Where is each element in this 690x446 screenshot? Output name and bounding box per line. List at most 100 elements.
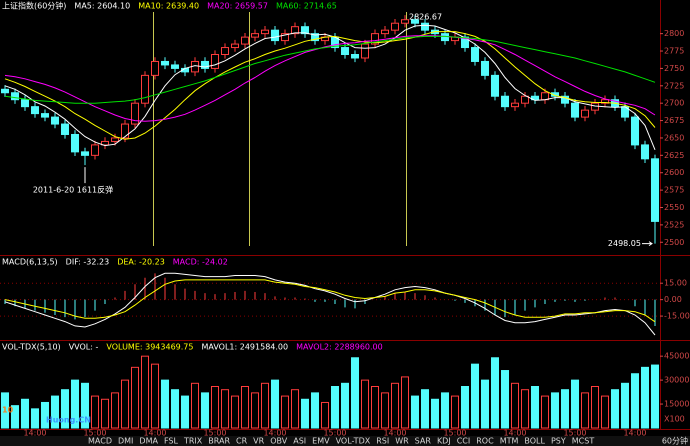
volume-bar: [231, 395, 239, 429]
volume-bar: [311, 392, 319, 429]
panel-reading: MA10: 2639.40: [138, 2, 199, 11]
candle-body: [391, 22, 399, 31]
volume-bar: [121, 379, 129, 429]
indicator-tab[interactable]: OBV: [270, 437, 288, 446]
volume-bar: [401, 376, 409, 429]
candle-body: [601, 99, 609, 104]
volume-bar: [131, 366, 139, 429]
volume-bar: [501, 370, 509, 429]
candle-body: [131, 102, 139, 125]
indicator-tab[interactable]: VR: [253, 437, 264, 446]
volume-bar: [81, 382, 89, 429]
indicator-tab[interactable]: BRAR: [208, 437, 230, 446]
period-label: 60分钟: [662, 436, 688, 446]
panel-reading: DEA: -20.23: [117, 258, 165, 267]
volume-bar: [41, 401, 49, 429]
volume-bar: [91, 395, 99, 429]
candle-body: [301, 26, 309, 35]
moving-average-line: [4, 35, 656, 122]
candle-body: [381, 29, 389, 35]
candle-body: [231, 43, 239, 49]
volume-bar: [331, 386, 339, 429]
candle-body: [361, 43, 369, 59]
indicator-tab[interactable]: TRIX: [183, 437, 203, 446]
indicator-tab[interactable]: ASI: [293, 437, 306, 446]
volume-bar: [31, 408, 39, 429]
indicator-tab[interactable]: VOL-TDX: [336, 437, 371, 446]
annotation: 2011-6-20 1611反弹: [33, 185, 113, 195]
indicator-tab[interactable]: MCST: [572, 437, 595, 446]
volume-bar: [541, 395, 549, 429]
volume-bar: [201, 392, 209, 429]
volume-bar: [511, 382, 519, 429]
volume-bar: [181, 395, 189, 429]
candle-body: [51, 116, 59, 125]
candle-body: [411, 19, 419, 24]
y-tick-label: 2650: [664, 133, 684, 142]
y-tick-label: 2500: [664, 238, 684, 247]
candle-body: [151, 60, 159, 76]
y-tick-label: -15.00: [664, 312, 690, 321]
indicator-tab[interactable]: MACD: [88, 437, 112, 446]
indicator-tab[interactable]: PSY: [551, 437, 566, 446]
volume-bar: [421, 389, 429, 429]
indicator-tab[interactable]: BOLL: [524, 437, 545, 446]
candle-body: [571, 102, 579, 118]
indicator-tab[interactable]: KDJ: [437, 437, 451, 446]
candle-body: [441, 33, 449, 42]
volume-bar: [211, 386, 219, 429]
candle-body: [111, 137, 119, 142]
indicator-tab[interactable]: CCI: [457, 437, 471, 446]
candle-body: [241, 36, 249, 45]
candle-body: [61, 123, 69, 135]
y-tick-label: 2625: [664, 151, 684, 160]
x-tick-label: 15:00: [203, 429, 226, 438]
volume-bar: [451, 395, 459, 429]
volume-bar: [351, 357, 359, 429]
volume-bar: [561, 389, 569, 429]
y-tick-label: 2600: [664, 168, 684, 177]
candle-body: [491, 74, 499, 97]
indicator-tab[interactable]: DMA: [139, 437, 158, 446]
indicator-tab[interactable]: MTM: [500, 437, 519, 446]
candle-body: [541, 92, 549, 101]
volume-bar: [101, 398, 109, 429]
candle-body: [41, 113, 49, 118]
volume-bar: [321, 401, 329, 429]
indicator-tab[interactable]: FSL: [164, 437, 179, 446]
indicator-tab[interactable]: RSI: [376, 437, 389, 446]
volume-bar: [71, 379, 79, 429]
y-tick-label: 2525: [664, 220, 684, 229]
indicator-tab[interactable]: CR: [236, 437, 248, 446]
panel-reading: MA60: 2714.65: [276, 2, 337, 11]
candle-body: [101, 140, 109, 146]
volume-bar: [221, 389, 229, 429]
candle-body: [171, 64, 179, 69]
candle-body: [581, 109, 589, 118]
candle-body: [281, 33, 289, 42]
panel-frame: [0, 0, 690, 430]
y-tick-label: 2725: [664, 81, 684, 90]
candle-body: [641, 144, 649, 160]
low-price-arrow: [642, 241, 653, 247]
volume-bar: [21, 398, 29, 429]
indicator-tab[interactable]: DMI: [118, 437, 133, 446]
indicator-tab[interactable]: EMV: [312, 437, 330, 446]
candle-body: [531, 95, 539, 101]
x-tick-label: 14:00: [383, 429, 406, 438]
volume-bar: [281, 395, 289, 429]
volume-bar: [461, 386, 469, 429]
candle-body: [401, 19, 409, 24]
volume-bar: [631, 373, 639, 429]
volume-bar: [111, 392, 119, 429]
candle-body: [511, 102, 519, 108]
panel-reading: VVOL: -: [69, 343, 99, 352]
indicator-tab[interactable]: SAR: [415, 437, 432, 446]
candle-body: [341, 47, 349, 56]
indicator-tab[interactable]: WR: [395, 437, 409, 446]
volume-bar: [381, 392, 389, 429]
indicator-tab[interactable]: ROC: [476, 437, 494, 446]
candle-body: [371, 33, 379, 45]
panel-reading: MA20: 2659.57: [207, 2, 268, 11]
